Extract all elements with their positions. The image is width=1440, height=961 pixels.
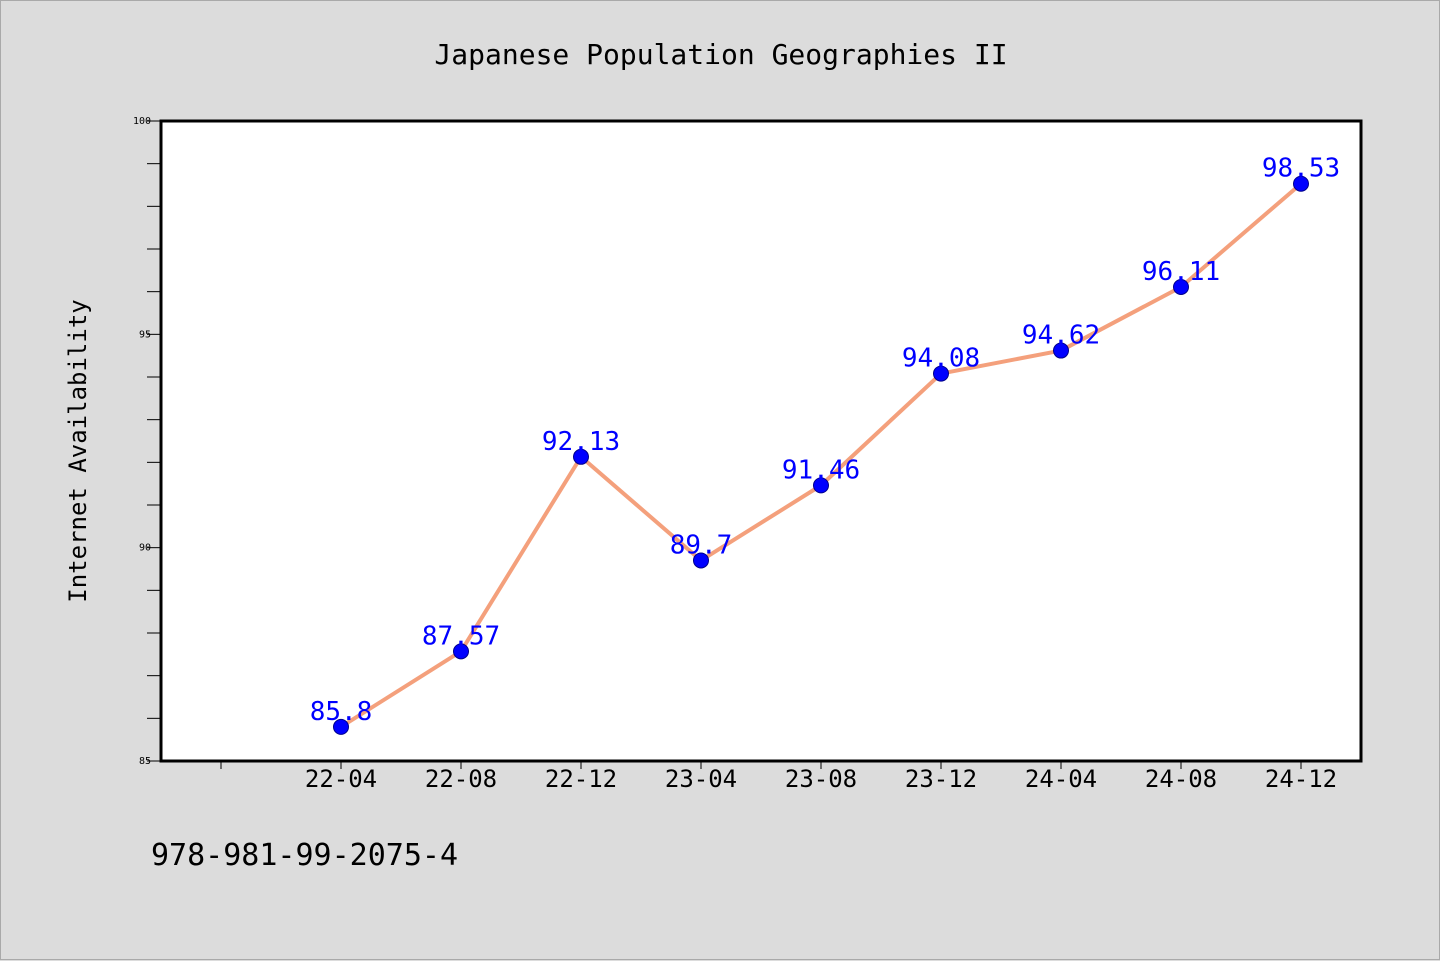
data-label: 92.13	[542, 427, 620, 457]
x-tick-label: 24-12	[1265, 765, 1337, 793]
data-label: 89.7	[670, 530, 733, 560]
y-axis-label: Internet Availability	[64, 299, 92, 602]
x-tick-label: 23-08	[785, 765, 857, 793]
data-label: 85.8	[310, 697, 373, 727]
y-tick-label: 100	[133, 116, 151, 127]
data-point	[1293, 175, 1309, 192]
data-point	[813, 477, 829, 494]
footer-code: 978-981-99-2075-4	[151, 838, 458, 873]
x-tick-label: 23-04	[665, 765, 737, 793]
data-label: 91.46	[782, 455, 860, 485]
x-tick-label: 22-12	[545, 765, 617, 793]
data-point	[453, 643, 469, 660]
chart-title: Japanese Population Geographies II	[434, 38, 1007, 71]
data-point	[933, 365, 949, 382]
data-label: 87.57	[422, 621, 500, 651]
x-tick-label: 22-08	[425, 765, 497, 793]
x-tick-label: 24-04	[1025, 765, 1097, 793]
y-tick-label: 95	[139, 329, 151, 340]
y-tick-label: 90	[139, 543, 151, 554]
data-point	[1053, 342, 1069, 359]
y-axis: 85 90 95 100	[133, 116, 161, 767]
data-point	[573, 448, 589, 465]
data-label: 94.62	[1022, 321, 1100, 351]
data-label: 96.11	[1142, 257, 1220, 287]
data-label: 94.08	[902, 344, 980, 374]
x-axis: 22-04 22-08 22-12 23-04 23-08 23-12 24-04 24-08…	[220, 761, 1337, 793]
plot-area	[161, 121, 1361, 761]
data-point	[693, 552, 709, 569]
series-layer: 85.8 87.57 92.13 89.7 91.46 94.08 94.62 96.11 98…	[310, 154, 1340, 735]
y-tick-label: 85	[139, 756, 151, 767]
x-tick-label: 24-08	[1145, 765, 1217, 793]
data-point	[333, 718, 349, 735]
plot-border	[159, 119, 1363, 763]
x-tick-label: 23-12	[905, 765, 977, 793]
data-point	[1173, 278, 1189, 295]
data-label: 98.53	[1262, 154, 1340, 184]
x-tick-label: 22-04	[305, 765, 377, 793]
